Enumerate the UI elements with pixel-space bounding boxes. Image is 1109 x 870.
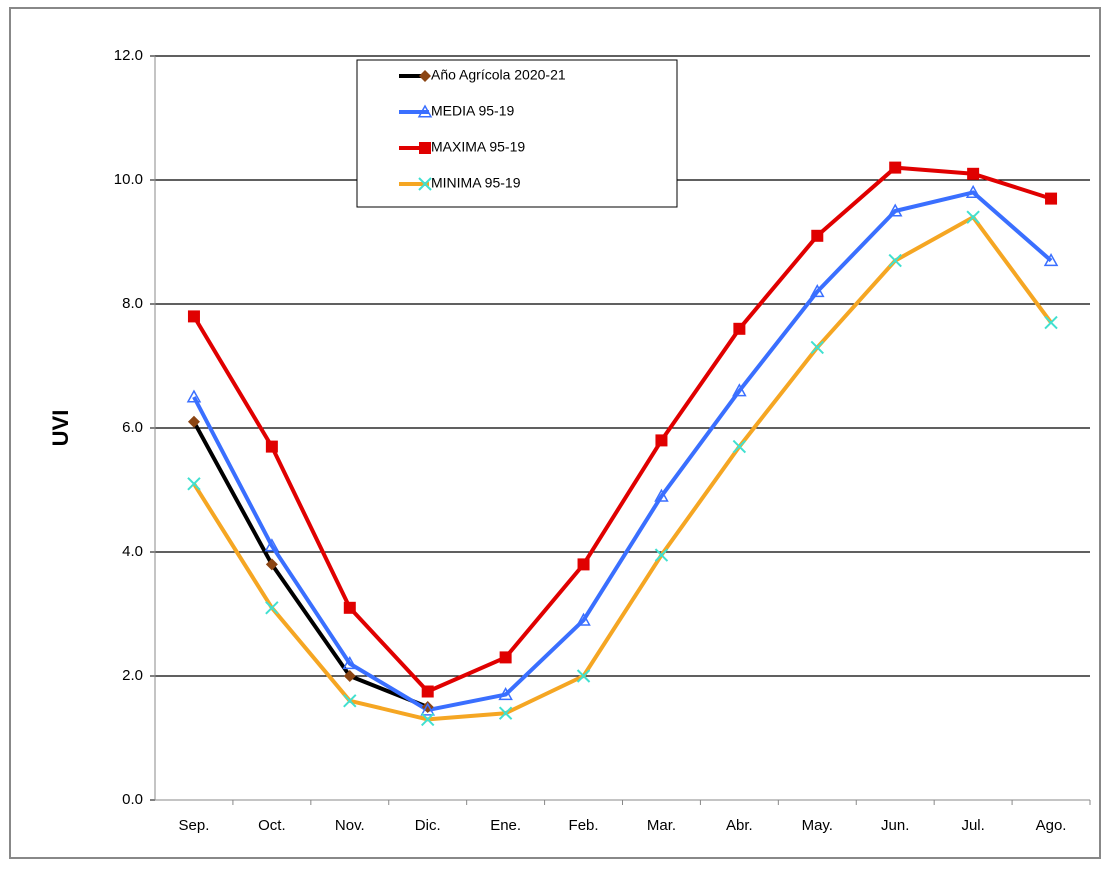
y-tick-label: 2.0 [122, 667, 143, 684]
x-tick-label: Ago. [1036, 817, 1067, 834]
x-tick-label: Feb. [569, 817, 599, 834]
marker [187, 415, 200, 428]
marker [343, 601, 356, 614]
marker [186, 389, 202, 403]
marker [264, 538, 280, 552]
y-tick-label: 0.0 [122, 791, 143, 808]
series-line [192, 165, 1052, 694]
marker [654, 548, 669, 562]
marker [965, 184, 981, 198]
legend-label: MINIMA 95-19 [431, 175, 521, 191]
marker [265, 440, 278, 453]
marker [1045, 192, 1058, 205]
series-line [192, 215, 1053, 722]
x-tick-label: Dic. [415, 817, 441, 834]
marker [421, 685, 434, 698]
marker [265, 558, 278, 571]
marker [655, 434, 668, 447]
marker [733, 322, 746, 335]
x-tick-label: May. [802, 817, 833, 834]
marker [654, 488, 669, 502]
series-line [192, 420, 429, 709]
y-axis-label: UVI [48, 410, 73, 447]
marker [419, 142, 431, 154]
legend-label: Año Agrícola 2020-21 [431, 67, 566, 83]
x-tick-label: Jun. [881, 817, 909, 834]
marker [576, 669, 591, 683]
marker [187, 310, 200, 323]
marker [577, 558, 590, 571]
marker [343, 670, 356, 682]
marker [732, 383, 747, 397]
x-tick-label: Oct. [258, 817, 286, 834]
legend-label: MAXIMA 95-19 [431, 139, 525, 155]
marker [498, 706, 513, 720]
y-tick-label: 8.0 [122, 295, 143, 312]
marker [418, 177, 432, 191]
y-tick-label: 10.0 [114, 171, 143, 188]
marker [419, 70, 431, 82]
marker [1043, 253, 1059, 267]
marker [417, 104, 433, 118]
marker [499, 651, 512, 664]
marker [1044, 315, 1058, 330]
marker [887, 203, 903, 217]
x-tick-label: Mar. [647, 817, 676, 834]
marker [576, 612, 591, 626]
x-tick-label: Ene. [490, 817, 521, 834]
series-line [192, 190, 1053, 713]
x-tick-label: Abr. [726, 817, 753, 834]
x-tick-label: Sep. [179, 817, 210, 834]
marker [888, 253, 902, 268]
y-tick-label: 12.0 [114, 47, 143, 64]
y-tick-label: 4.0 [122, 543, 143, 560]
marker [342, 656, 358, 670]
marker [421, 712, 435, 727]
x-tick-label: Jul. [961, 817, 984, 834]
marker [810, 284, 825, 298]
marker [810, 340, 824, 355]
marker [420, 702, 435, 716]
y-tick-label: 6.0 [122, 419, 143, 436]
marker [889, 161, 902, 174]
marker [265, 601, 279, 615]
marker [966, 210, 980, 224]
marker [732, 439, 747, 454]
marker [967, 167, 980, 180]
marker [811, 229, 824, 242]
legend-label: MEDIA 95-19 [431, 103, 514, 119]
x-tick-label: Nov. [335, 817, 365, 834]
marker [498, 687, 513, 701]
marker [343, 694, 357, 708]
marker [187, 477, 201, 491]
